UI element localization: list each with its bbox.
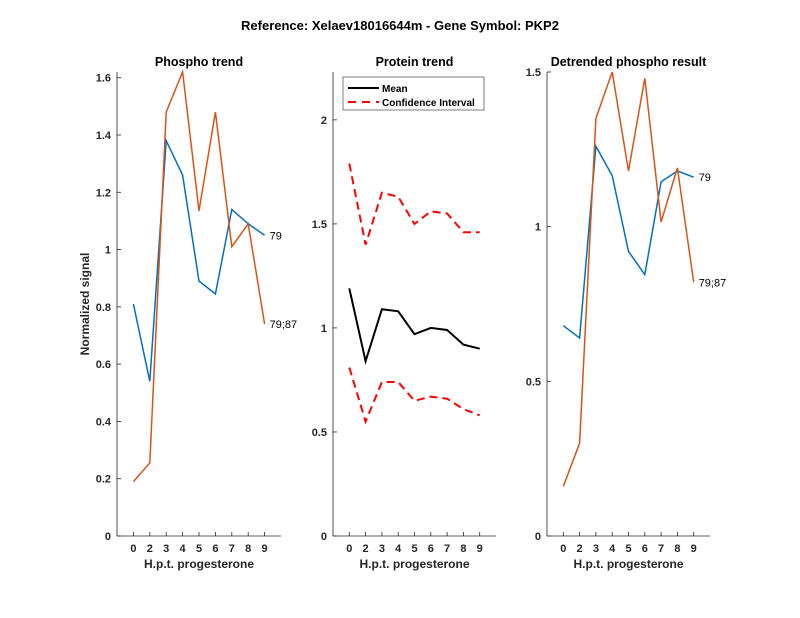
- x-tick-label: 6: [212, 543, 218, 555]
- y-tick-label: 1: [105, 245, 111, 257]
- x-tick-label: 6: [642, 543, 648, 555]
- x-tick-label: 9: [262, 543, 268, 555]
- x-tick-label: 8: [460, 543, 466, 555]
- x-tick-label: 3: [593, 543, 599, 555]
- legend-mean-label: Mean: [382, 84, 408, 95]
- y-tick-label: 0.6: [96, 359, 111, 371]
- series-line-mean: [348, 288, 480, 366]
- series-end-label: 79: [270, 230, 282, 242]
- y-axis-label: Normalized signal: [78, 253, 92, 356]
- x-tick-label: 3: [163, 543, 169, 555]
- series-line-79-87: [562, 71, 695, 487]
- panel-title: Phospho trend: [155, 55, 243, 69]
- y-tick-label: 0.4: [96, 416, 112, 428]
- x-tick-label: 2: [577, 543, 583, 555]
- x-axis-label: H.p.t. progesterone: [359, 557, 469, 571]
- series-line-79: [562, 143, 694, 340]
- y-tick-label: 1.4: [96, 130, 112, 142]
- x-tick-label: 2: [363, 543, 369, 555]
- x-tick-label: 4: [180, 543, 187, 555]
- y-tick-label: 0.2: [96, 474, 111, 486]
- x-tick-label: 5: [625, 543, 631, 555]
- x-tick-label: 7: [229, 543, 235, 555]
- x-tick-label: 5: [196, 543, 202, 555]
- y-tick-label: 0.8: [96, 302, 111, 314]
- x-tick-label: 8: [674, 543, 680, 555]
- x-tick-label: 4: [609, 543, 616, 555]
- series-end-label: 79: [699, 172, 711, 184]
- y-tick-label: 1.5: [526, 67, 541, 79]
- x-tick-label: 0: [560, 543, 566, 555]
- y-tick-label: 1.5: [312, 219, 327, 231]
- x-tick-label: 7: [444, 543, 450, 555]
- x-axis-label: H.p.t. progesterone: [144, 557, 254, 571]
- panel-title: Protein trend: [376, 55, 454, 69]
- panel-title: Detrended phospho result: [551, 55, 707, 69]
- y-tick-label: 0: [321, 531, 327, 543]
- series-end-label: 79;87: [270, 319, 298, 331]
- x-tick-label: 6: [428, 543, 434, 555]
- y-tick-label: 0: [105, 531, 111, 543]
- x-tick-label: 2: [147, 543, 153, 555]
- x-tick-label: 7: [658, 543, 664, 555]
- series-end-label: 79;87: [699, 277, 727, 289]
- x-tick-label: 9: [691, 543, 697, 555]
- legend-ci-label: Confidence Interval: [382, 98, 475, 109]
- series-line-confidence-interval-lower-: [348, 367, 481, 425]
- y-tick-label: 1: [321, 323, 327, 335]
- y-tick-label: 1: [535, 222, 541, 234]
- x-tick-label: 8: [245, 543, 251, 555]
- y-tick-label: 0: [535, 531, 541, 543]
- x-tick-label: 5: [411, 543, 417, 555]
- series-line-confidence-interval-upper-: [348, 163, 480, 245]
- x-tick-label: 9: [477, 543, 483, 555]
- x-tick-label: 0: [130, 543, 136, 555]
- y-tick-label: 1.2: [96, 187, 111, 199]
- series-line-79: [132, 137, 266, 382]
- y-tick-label: 0.5: [312, 427, 327, 439]
- x-tick-label: 0: [346, 543, 352, 555]
- x-axis-label: H.p.t. progesterone: [573, 557, 683, 571]
- legend: Mean Confidence Interval: [342, 76, 485, 111]
- legend-box: [342, 76, 485, 111]
- y-tick-label: 2: [321, 115, 327, 127]
- y-tick-label: 0.5: [526, 376, 541, 388]
- x-tick-label: 3: [379, 543, 385, 555]
- figure-title: Reference: Xelaev18016644m - Gene Symbol…: [241, 18, 559, 33]
- series-line-79-87: [132, 69, 266, 483]
- x-tick-label: 4: [395, 543, 402, 555]
- y-tick-label: 1.6: [96, 73, 111, 85]
